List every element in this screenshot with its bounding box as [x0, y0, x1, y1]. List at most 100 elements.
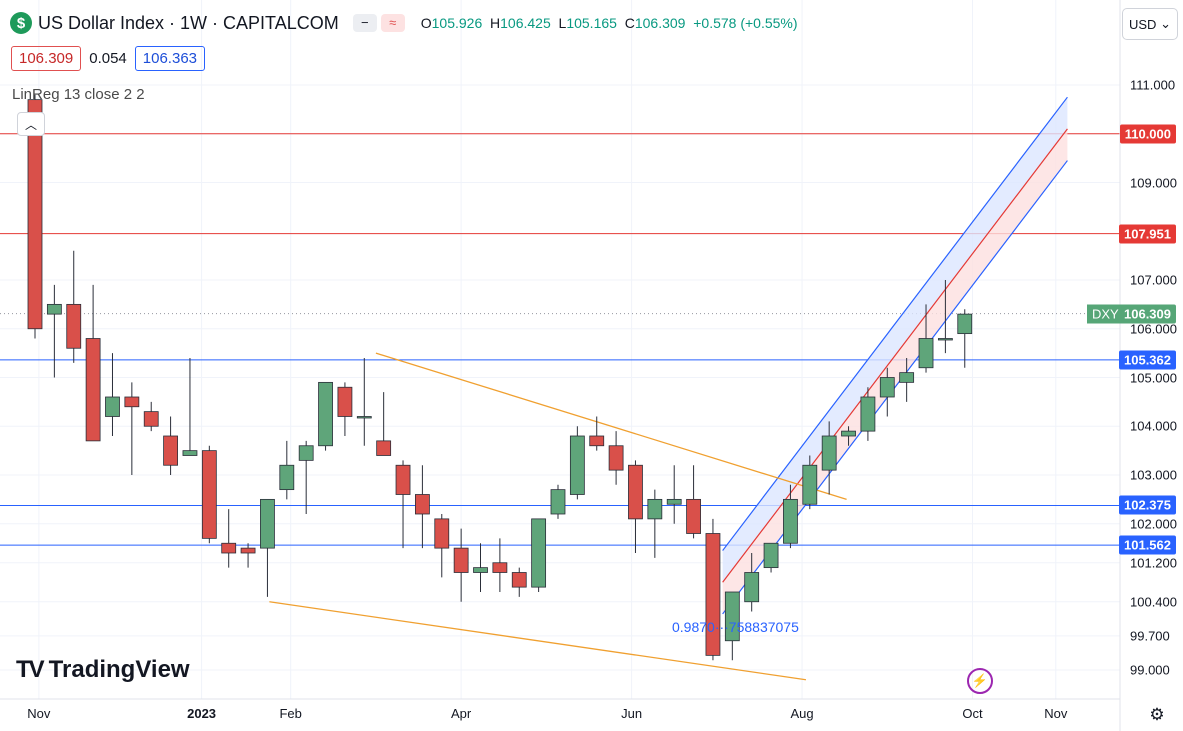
candle-body-13 — [279, 464, 295, 491]
candle-8 — [182, 358, 198, 456]
level-price-tag: 101.562 — [1119, 535, 1176, 555]
buy-price-button[interactable]: 106.363 — [134, 46, 206, 71]
price-tick-label: 100.400 — [1130, 594, 1177, 610]
price-tick-label: 106.000 — [1130, 321, 1177, 337]
last-price-tag: 106.309 — [1119, 304, 1176, 324]
candle-31 — [628, 460, 643, 553]
candle-body-44 — [879, 377, 895, 398]
time-tick-label: Aug — [790, 706, 814, 721]
ohlc-readout: O105.926 H106.425 L105.165 C106.309 +0.5… — [420, 15, 798, 31]
candle-2 — [66, 250, 82, 363]
candle-33 — [666, 465, 682, 524]
level-price-tag: 102.375 — [1119, 495, 1176, 515]
candle-44 — [879, 367, 895, 417]
candle-body-15 — [318, 381, 333, 447]
symbol-tag: DXY — [1087, 304, 1124, 324]
candle-4 — [105, 353, 120, 436]
candle-body-1 — [46, 303, 62, 315]
candle-16 — [337, 382, 353, 436]
candle-body-38 — [763, 542, 779, 569]
indicator-legend[interactable]: LinReg 13 close 2 2 — [12, 86, 145, 103]
candle-9 — [201, 445, 217, 544]
time-tick-label: Jun — [621, 706, 643, 721]
time-tick-label: Nov — [27, 706, 51, 721]
candle-43 — [860, 387, 876, 441]
candle-22 — [453, 528, 469, 602]
lightning-icon[interactable]: ⚡ — [967, 668, 993, 694]
series-toggle[interactable]: − ≈ — [352, 14, 405, 32]
candle-45 — [899, 358, 915, 402]
candle-body-5 — [124, 396, 140, 408]
channel-annotation: 0.9870···758837075 — [672, 619, 799, 635]
candle-20 — [414, 465, 430, 549]
candle-body-14 — [298, 445, 314, 461]
tradingview-mark-icon: TV — [16, 656, 45, 683]
candle-11 — [240, 543, 256, 568]
channel-center-line — [722, 128, 1068, 583]
candle-7 — [163, 416, 178, 475]
gear-icon[interactable]: ⚙ — [1149, 705, 1165, 724]
candle-41 — [821, 421, 837, 495]
candle-body-0 — [27, 99, 43, 330]
price-tick-label: 99.700 — [1130, 628, 1170, 644]
candle-15 — [318, 381, 333, 451]
price-tick-label: 111.000 — [1130, 77, 1176, 93]
chart-grid — [0, 0, 1120, 699]
dollar-symbol-icon: $ — [10, 12, 32, 34]
candle-30 — [608, 431, 624, 485]
candle-body-35 — [705, 533, 721, 656]
time-tick-label: Oct — [962, 706, 983, 721]
candle-46 — [918, 304, 934, 373]
channel-lower-line — [722, 160, 1068, 615]
price-tick-label: 101.200 — [1130, 555, 1177, 571]
candle-body-6 — [143, 411, 159, 427]
chevron-down-icon: ⌄ — [1160, 16, 1171, 31]
time-tick-label: Nov — [1044, 706, 1068, 721]
candle-18 — [376, 392, 392, 456]
candle-34 — [686, 465, 701, 539]
candle-body-48 — [957, 313, 973, 335]
candlestick-series — [27, 94, 973, 661]
channel-upper-fill — [722, 97, 1068, 583]
chevron-up-icon[interactable]: ︿ — [17, 112, 45, 136]
candle-body-42 — [841, 430, 856, 437]
minus-icon[interactable]: − — [352, 14, 377, 32]
candle-body-21 — [434, 518, 450, 549]
time-tick-label: Apr — [451, 706, 472, 721]
candle-37 — [744, 553, 760, 612]
level-price-tag: 107.951 — [1119, 224, 1176, 244]
sell-price-button[interactable]: 106.309 — [11, 46, 82, 71]
candle-17 — [356, 358, 372, 446]
candle-body-40 — [802, 464, 818, 505]
candle-body-7 — [163, 435, 178, 466]
candle-body-4 — [105, 396, 120, 417]
symbol-title[interactable]: US Dollar Index · 1W · CAPITALCOM — [38, 12, 339, 33]
price-tick-label: 107.000 — [1130, 272, 1177, 288]
change-value: +0.578 (+0.55%) — [693, 15, 798, 31]
tradingview-logo[interactable]: TV TradingView — [16, 656, 190, 683]
candle-body-29 — [589, 435, 605, 447]
candle-body-30 — [608, 445, 624, 471]
candle-40 — [802, 455, 818, 510]
candle-5 — [124, 382, 140, 475]
candle-body-11 — [240, 547, 256, 554]
wave-icon[interactable]: ≈ — [380, 14, 405, 32]
candle-26 — [531, 518, 547, 592]
currency-selector[interactable]: USD ⌄ — [1122, 8, 1178, 40]
candle-body-39 — [783, 498, 798, 544]
candle-body-22 — [453, 547, 469, 573]
candle-32 — [647, 489, 663, 558]
candle-body-36 — [724, 591, 740, 642]
candle-24 — [492, 538, 508, 592]
price-tick-label: 105.000 — [1130, 370, 1177, 385]
candle-body-17 — [356, 416, 372, 419]
candle-13 — [279, 440, 295, 500]
candle-body-19 — [395, 464, 411, 495]
candle-body-20 — [414, 494, 430, 515]
price-tick-label: 102.000 — [1130, 516, 1177, 532]
candle-body-28 — [569, 435, 585, 495]
candle-body-37 — [744, 572, 760, 603]
candle-body-45 — [899, 372, 915, 383]
candle-6 — [143, 401, 159, 432]
